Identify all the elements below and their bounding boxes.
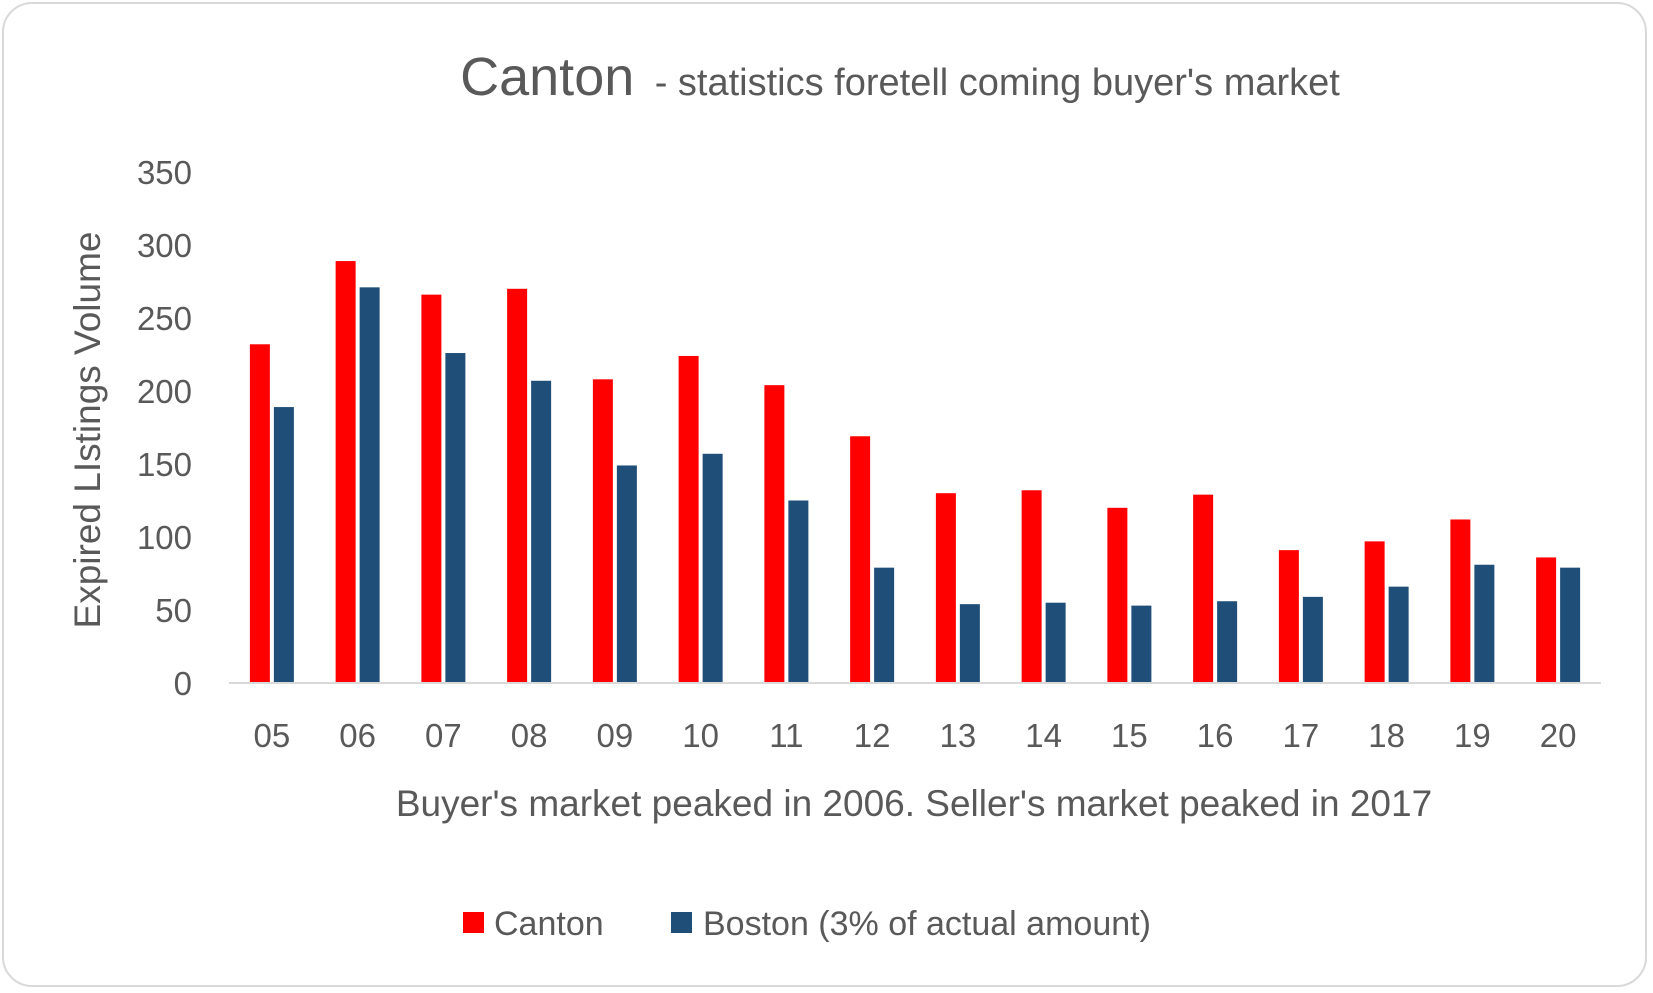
y-tick-label: 150 [137,446,192,483]
bar-boston-11 [788,500,809,683]
y-tick-label: 200 [137,373,192,410]
x-tick-label: 05 [254,717,291,754]
x-tick-label: 07 [425,717,462,754]
x-tick-label: 06 [339,717,376,754]
x-tick-label: 08 [511,717,548,754]
x-tick-label: 17 [1283,717,1320,754]
x-tick-label: 14 [1025,717,1062,754]
bar-boston-17 [1302,596,1323,683]
bar-boston-18 [1388,586,1409,683]
legend-swatch-boston [671,912,692,933]
x-tick-label: 15 [1111,717,1148,754]
bar-canton-10 [678,355,699,683]
chart-title-group: Canton - statistics foretell coming buye… [460,47,1340,107]
bar-boston-13 [959,604,980,683]
bar-canton-18 [1364,541,1385,683]
bar-boston-14 [1045,602,1066,683]
bar-boston-15 [1131,605,1152,683]
bar-canton-13 [935,493,956,683]
bar-canton-11 [764,385,785,683]
x-tick-label: 12 [854,717,891,754]
bar-canton-16 [1193,494,1214,683]
x-axis-ticks: 05 06 07 08 09 10 11 12 13 14 15 16 17 18 19 20 [254,717,1577,754]
bar-canton-12 [850,436,871,683]
x-tick-label: 09 [597,717,634,754]
x-tick-label: 18 [1368,717,1405,754]
x-tick-label: 20 [1540,717,1577,754]
y-axis-label: Expired LIstings Volume [67,232,108,629]
bar-boston-20 [1560,567,1581,683]
bar-canton-09 [592,379,613,683]
x-tick-label: 10 [682,717,719,754]
y-tick-label: 0 [174,665,192,702]
y-tick-label: 300 [137,227,192,264]
x-tick-label: 13 [940,717,977,754]
bar-canton-08 [507,288,528,683]
x-tick-label: 19 [1454,717,1491,754]
bar-canton-15 [1107,507,1128,683]
chart-subtitle: - statistics foretell coming buyer's mar… [655,62,1341,104]
bar-canton-20 [1536,557,1557,683]
bar-canton-07 [421,294,442,683]
bar-boston-06 [359,287,380,683]
bar-boston-12 [874,567,895,683]
y-axis-ticks: 0 50 100 150 200 250 300 350 [137,154,192,702]
bars [249,261,1581,683]
bar-boston-19 [1474,564,1495,683]
bar-canton-14 [1021,490,1042,683]
legend-swatch-canton [463,912,484,933]
chart-title: Canton [460,47,634,107]
legend: Canton Boston (3% of actual amount) [463,905,1151,943]
bar-boston-10 [702,453,723,683]
bar-canton-05 [249,344,270,683]
bar-boston-16 [1217,601,1238,683]
bar-canton-19 [1450,519,1471,683]
legend-label-canton: Canton [494,905,604,943]
x-tick-label: 11 [769,717,803,754]
y-tick-label: 100 [137,519,192,556]
bar-canton-06 [335,261,356,683]
y-tick-label: 350 [137,154,192,191]
y-tick-label: 50 [155,592,192,629]
x-axis-label: Buyer's market peaked in 2006. Seller's … [396,783,1432,824]
legend-label-boston: Boston (3% of actual amount) [703,905,1151,943]
bar-boston-05 [273,407,294,683]
x-tick-label: 16 [1197,717,1234,754]
y-tick-label: 250 [137,300,192,337]
bar-boston-08 [531,380,552,683]
bar-boston-07 [445,353,466,683]
bar-canton-17 [1278,550,1299,683]
bar-boston-09 [616,465,637,683]
